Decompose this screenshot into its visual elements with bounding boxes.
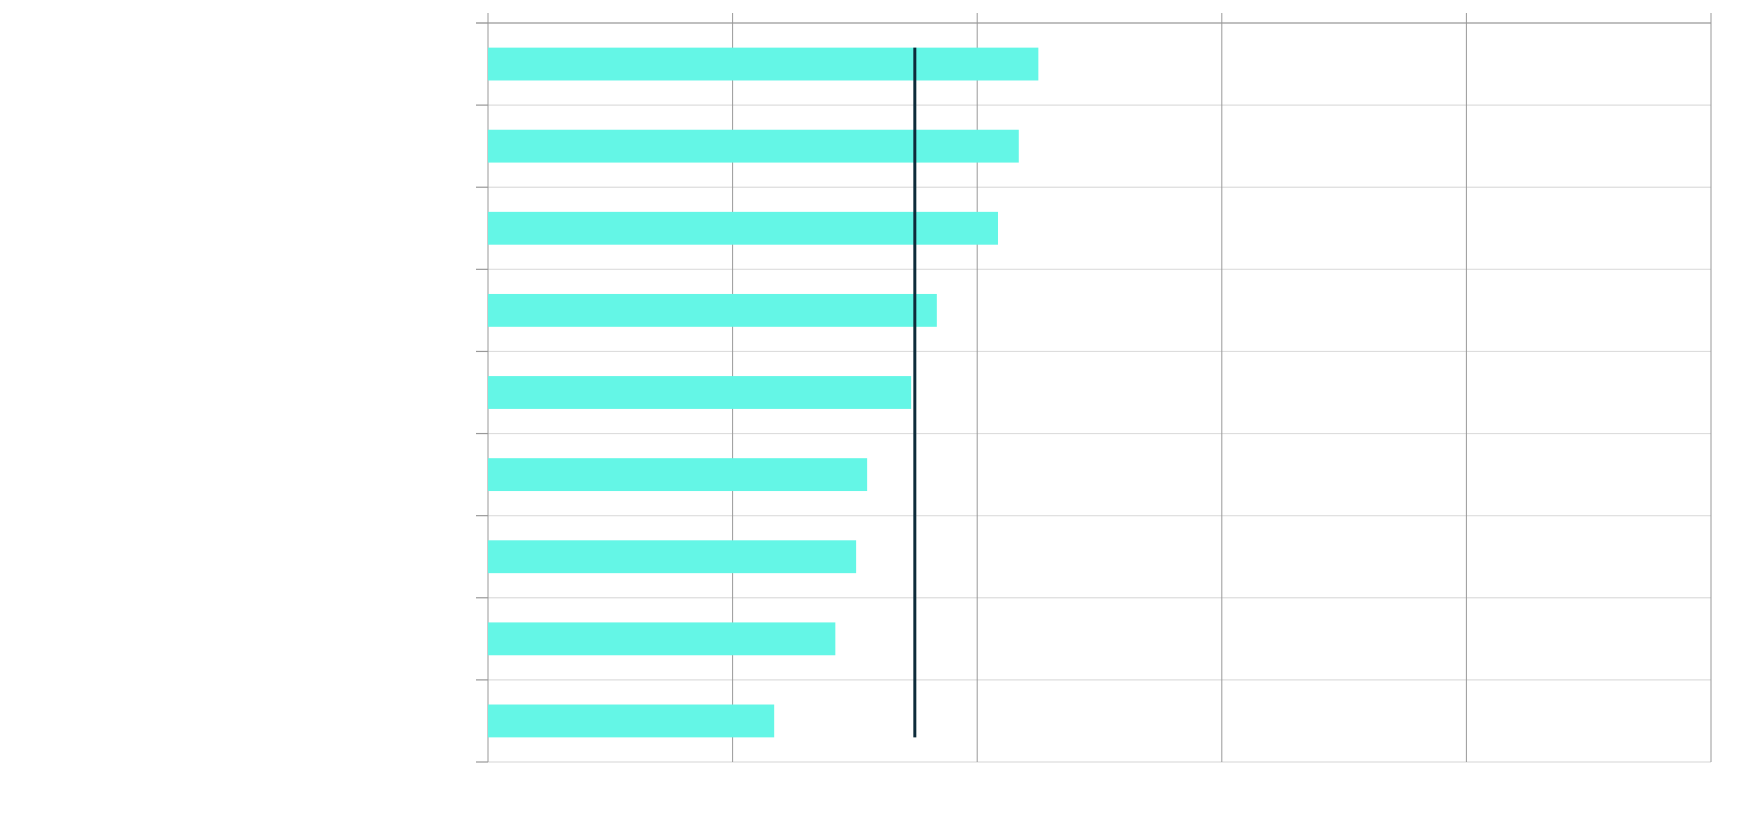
bar: [488, 129, 1019, 163]
bar: [488, 704, 775, 738]
bar: [488, 376, 912, 409]
bar: [488, 47, 1039, 81]
bar: [488, 293, 937, 327]
bar: [488, 458, 868, 492]
chart-axes: [476, 22, 1711, 763]
bar: [488, 211, 998, 245]
bar: [488, 622, 836, 656]
chart-bars: [488, 47, 1039, 738]
bar: [488, 540, 857, 574]
